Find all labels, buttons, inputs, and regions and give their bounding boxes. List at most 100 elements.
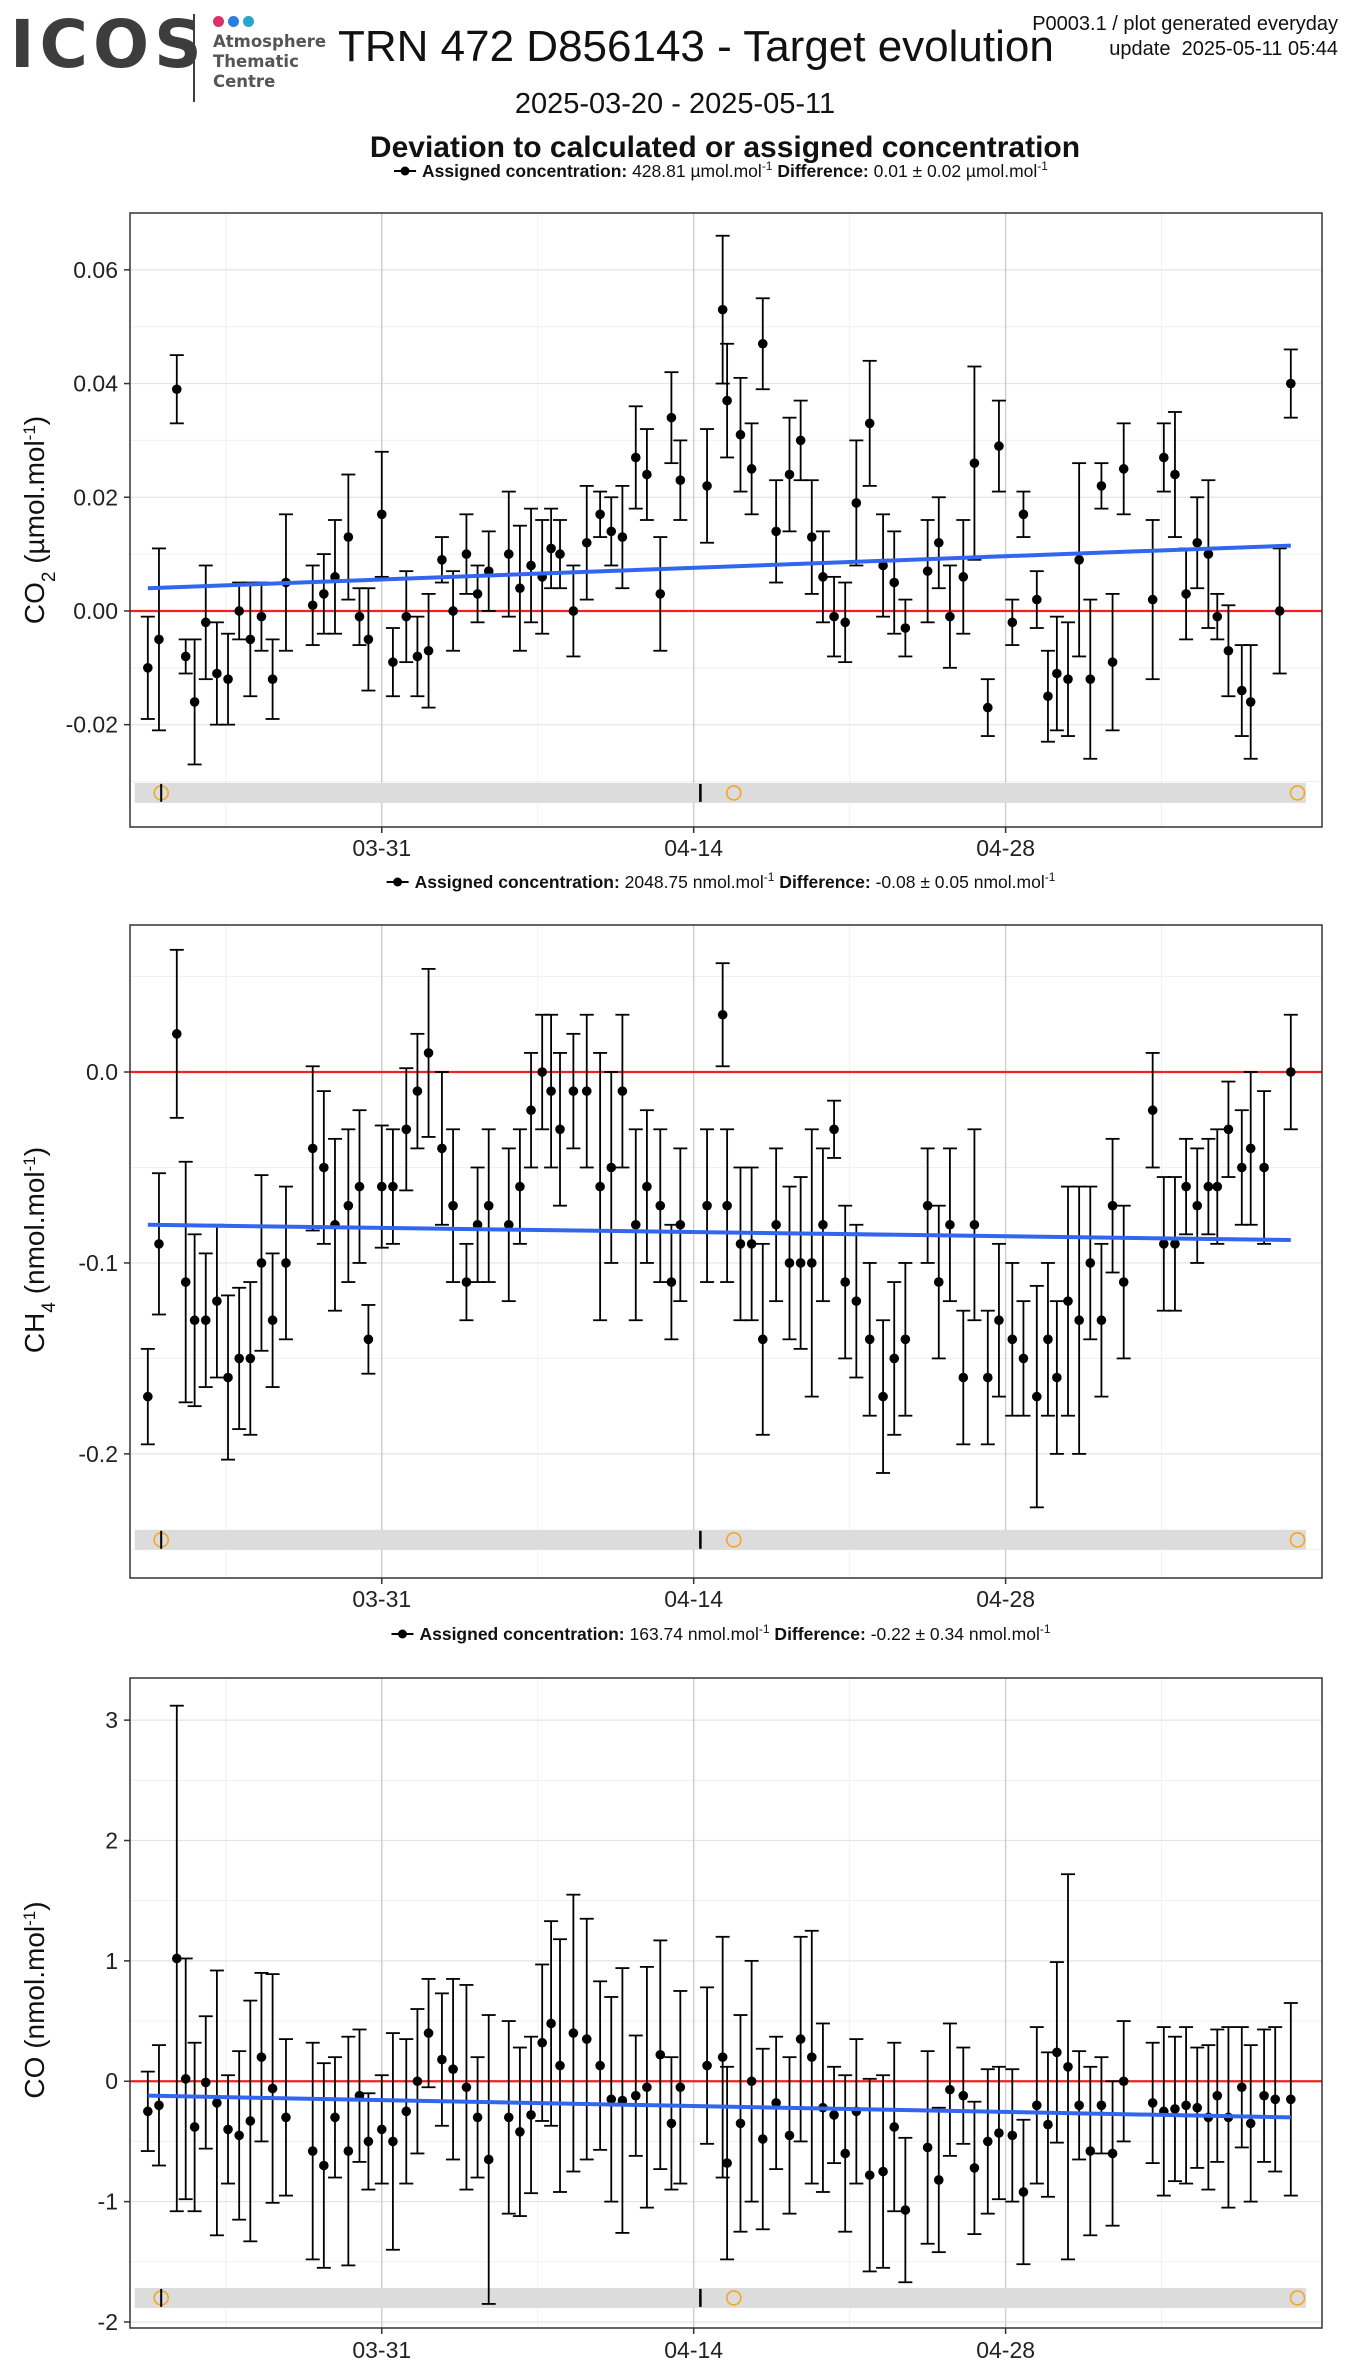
legend-difference-label: Difference: xyxy=(774,872,875,892)
data-point xyxy=(256,611,267,622)
data-point xyxy=(1043,1334,1053,1345)
y-tick-label: 0.06 xyxy=(73,257,118,283)
data-point xyxy=(343,2146,354,2156)
data-point xyxy=(267,1315,278,1326)
y-tick-label: 2 xyxy=(105,1828,118,1854)
data-point xyxy=(969,2163,980,2173)
coverage-band xyxy=(134,782,1306,803)
data-point xyxy=(829,2110,839,2120)
data-point xyxy=(1074,554,1084,565)
data-point xyxy=(448,1200,458,1211)
data-point xyxy=(795,1258,806,1268)
y-axis-gas: CO xyxy=(19,582,50,624)
data-point xyxy=(1007,1334,1018,1345)
legend-assigned-label: Assigned concentration: xyxy=(419,1624,629,1644)
cylinder-change-marker xyxy=(1289,2290,1306,2306)
data-point xyxy=(889,577,900,588)
data-point xyxy=(666,1277,677,1287)
data-point xyxy=(994,1315,1004,1326)
data-point xyxy=(889,1353,900,1364)
data-point xyxy=(363,634,374,645)
legend-text: Assigned concentration: 428.81 µmol.mol-… xyxy=(422,159,1048,181)
data-point xyxy=(319,1162,329,1173)
data-point xyxy=(1043,2119,1053,2130)
data-point xyxy=(1223,645,1234,656)
panel-legend: Assigned concentration: 2048.75 nmol.mol… xyxy=(386,870,1056,892)
data-point xyxy=(1085,674,1096,684)
data-point xyxy=(795,435,806,446)
y-axis-unit: (nmol.mol xyxy=(19,1171,50,1302)
icos-logo-wordmark: ICOS xyxy=(10,6,207,83)
data-point xyxy=(234,2130,244,2141)
data-point xyxy=(1018,1353,1029,1364)
data-point xyxy=(1074,1315,1084,1326)
data-point xyxy=(537,2037,547,2048)
data-point xyxy=(200,1315,211,1326)
x-tick-label: 04-14 xyxy=(664,1586,723,1612)
legend-text: Assigned concentration: 163.74 nmol.mol-… xyxy=(419,1622,1050,1644)
data-point xyxy=(1259,1162,1269,1173)
data-point xyxy=(281,2112,291,2123)
y-tick-label: -0.2 xyxy=(78,1441,118,1467)
data-point xyxy=(437,2054,447,2065)
data-point xyxy=(568,1086,579,1096)
data-point xyxy=(568,2028,579,2038)
data-point xyxy=(982,1372,993,1383)
data-point xyxy=(655,589,666,599)
data-point xyxy=(546,2018,556,2029)
data-point xyxy=(1170,1239,1180,1249)
data-point xyxy=(1007,617,1018,628)
data-point xyxy=(154,2100,164,2111)
update-timestamp: update 2025-05-11 05:44 xyxy=(1109,38,1338,60)
data-point xyxy=(180,2074,191,2084)
data-point xyxy=(933,2175,944,2185)
data-point xyxy=(483,2154,494,2165)
data-point xyxy=(461,2082,472,2093)
legend-key-point xyxy=(400,166,410,176)
data-point xyxy=(1181,2100,1191,2111)
data-point xyxy=(503,549,514,559)
data-point xyxy=(864,418,875,429)
legend-key-point xyxy=(393,877,403,887)
data-point xyxy=(722,395,732,406)
data-point xyxy=(267,2083,278,2094)
data-point xyxy=(515,583,525,594)
data-point xyxy=(472,589,483,599)
data-point xyxy=(889,2122,900,2132)
data-point xyxy=(212,668,222,679)
data-point xyxy=(1147,594,1158,605)
data-point xyxy=(933,537,944,548)
data-point xyxy=(994,2128,1004,2138)
data-point xyxy=(945,2084,955,2095)
data-point xyxy=(319,589,329,599)
logo-divider xyxy=(193,14,195,102)
data-point xyxy=(757,2134,768,2144)
legend-text: Assigned concentration: 2048.75 nmol.mol… xyxy=(415,870,1056,892)
data-point xyxy=(267,674,278,684)
data-point xyxy=(818,572,828,582)
legend-key-point xyxy=(397,1629,407,1639)
data-point xyxy=(363,1334,374,1345)
data-point xyxy=(1085,1258,1096,1268)
data-point xyxy=(143,2106,153,2117)
data-point xyxy=(617,1086,628,1096)
data-point xyxy=(1286,378,1296,389)
data-point xyxy=(806,2052,817,2062)
x-tick-label: 04-28 xyxy=(976,1586,1035,1612)
data-point xyxy=(223,2124,233,2135)
y-tick-label: -1 xyxy=(98,2189,118,2215)
data-point xyxy=(1043,691,1053,702)
data-point xyxy=(256,2052,267,2062)
data-point xyxy=(746,1239,757,1249)
data-point xyxy=(1212,611,1223,622)
y-tick-label: 0 xyxy=(105,2068,118,2094)
data-point xyxy=(319,2160,329,2171)
legend-exponent: -1 xyxy=(1037,159,1048,173)
data-point xyxy=(483,1200,494,1211)
data-point xyxy=(1159,452,1169,463)
y-axis-gas: CO xyxy=(19,2057,50,2099)
data-point xyxy=(343,532,354,542)
data-point xyxy=(1063,1296,1073,1306)
data-point xyxy=(1107,1200,1118,1211)
